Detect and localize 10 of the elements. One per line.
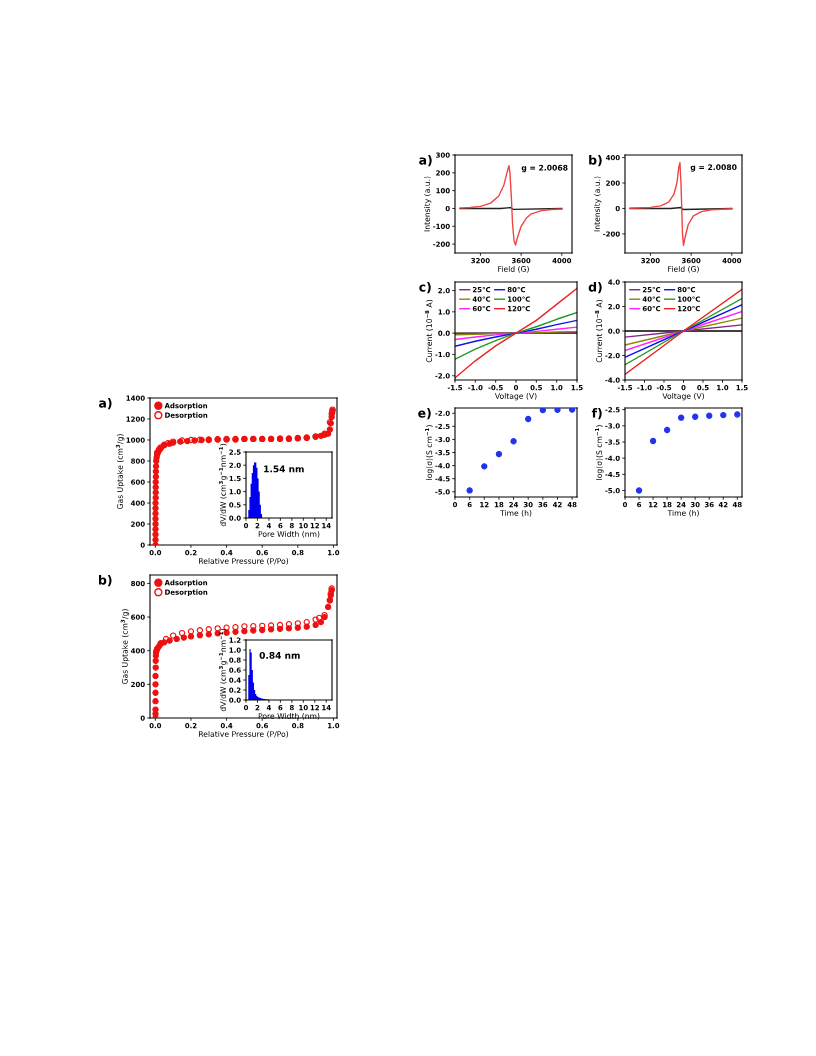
chart-title: b) [589, 155, 602, 167]
chart-title: e) [418, 408, 431, 420]
chart-title: f) [591, 408, 602, 420]
chart-title: a) [98, 398, 112, 410]
annotation: 1.54 nm [264, 465, 304, 473]
chart-title: d) [588, 282, 602, 294]
chart-title: a) [419, 155, 432, 167]
annotation: 0.84 nm [259, 651, 300, 659]
chart-title: c) [419, 282, 431, 294]
chart-title: b) [98, 575, 112, 587]
